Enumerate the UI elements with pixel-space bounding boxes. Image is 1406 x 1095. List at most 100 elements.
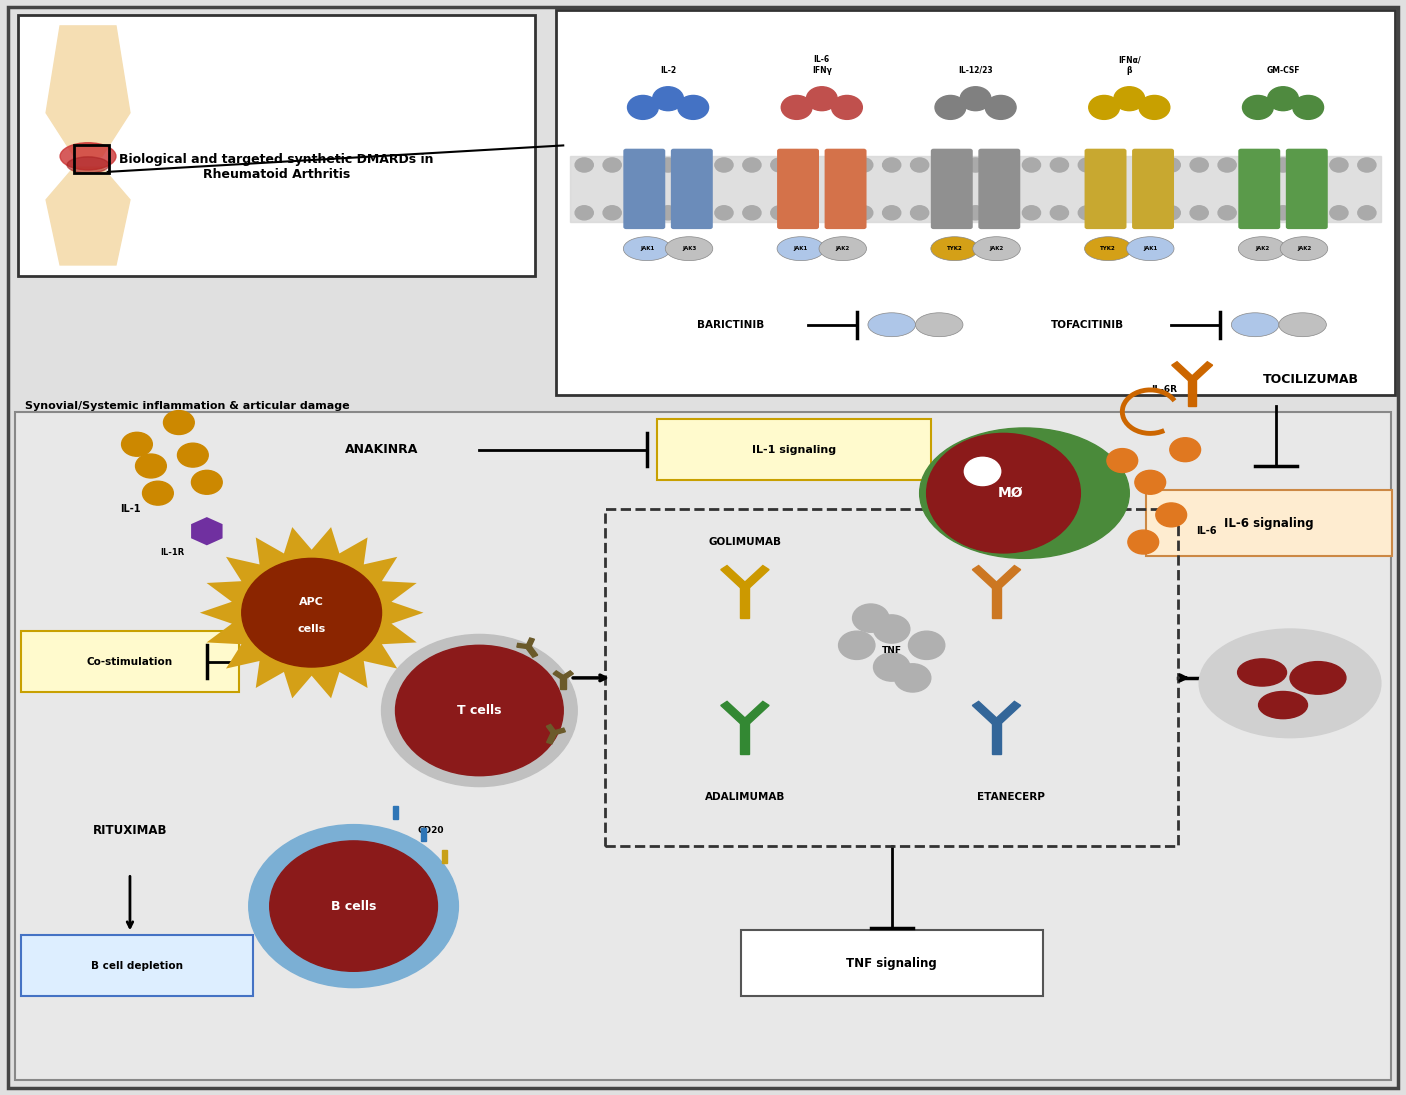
Text: CD20: CD20 xyxy=(418,826,444,834)
FancyArrow shape xyxy=(993,587,1001,619)
Circle shape xyxy=(1274,158,1292,172)
Text: IL-6
IFNγ: IL-6 IFNγ xyxy=(811,56,832,74)
FancyArrow shape xyxy=(561,671,574,679)
Text: Co-stimulation: Co-stimulation xyxy=(87,657,173,667)
Circle shape xyxy=(1246,158,1264,172)
Ellipse shape xyxy=(868,313,915,336)
Circle shape xyxy=(799,206,817,220)
Text: TOCILIZUMAB: TOCILIZUMAB xyxy=(1263,372,1360,385)
Circle shape xyxy=(908,631,945,659)
Text: B cells: B cells xyxy=(330,900,377,912)
Circle shape xyxy=(994,206,1012,220)
FancyArrow shape xyxy=(547,733,557,744)
Circle shape xyxy=(1218,158,1236,172)
Text: APC: APC xyxy=(299,597,325,607)
Circle shape xyxy=(135,454,166,477)
Bar xyxy=(75,146,110,173)
Text: TNF signaling: TNF signaling xyxy=(846,957,936,970)
Circle shape xyxy=(807,87,837,111)
Text: GOLIMUMAB: GOLIMUMAB xyxy=(709,537,782,548)
Circle shape xyxy=(1189,158,1208,172)
Bar xyxy=(605,509,1178,846)
Circle shape xyxy=(939,206,956,220)
Circle shape xyxy=(242,558,381,667)
Circle shape xyxy=(1078,158,1097,172)
Circle shape xyxy=(1135,158,1153,172)
FancyArrow shape xyxy=(1189,361,1212,382)
Ellipse shape xyxy=(1279,313,1326,336)
Circle shape xyxy=(1139,95,1170,119)
FancyArrow shape xyxy=(420,828,426,841)
Circle shape xyxy=(1170,438,1201,462)
Circle shape xyxy=(1050,158,1069,172)
Text: IL-6: IL-6 xyxy=(1197,527,1216,537)
Text: JAK2: JAK2 xyxy=(1256,246,1270,251)
Polygon shape xyxy=(191,517,222,545)
Circle shape xyxy=(966,158,984,172)
FancyArrow shape xyxy=(441,850,447,863)
Circle shape xyxy=(827,206,845,220)
Text: IL-6R: IL-6R xyxy=(1152,385,1177,394)
Text: JAK2: JAK2 xyxy=(990,246,1004,251)
FancyArrow shape xyxy=(561,678,567,689)
Text: JAK1: JAK1 xyxy=(1249,322,1263,327)
Circle shape xyxy=(1114,87,1144,111)
FancyBboxPatch shape xyxy=(1239,149,1281,229)
FancyArrow shape xyxy=(973,565,1000,589)
FancyBboxPatch shape xyxy=(1146,489,1392,556)
FancyBboxPatch shape xyxy=(623,149,665,229)
Circle shape xyxy=(873,615,910,643)
Text: JAK3: JAK3 xyxy=(1295,322,1310,327)
FancyArrow shape xyxy=(526,638,534,647)
Circle shape xyxy=(659,158,678,172)
FancyBboxPatch shape xyxy=(824,149,866,229)
Text: cells: cells xyxy=(298,624,326,634)
Circle shape xyxy=(163,411,194,435)
Text: TOFACITINIB: TOFACITINIB xyxy=(1050,320,1123,330)
Text: ETANECERP: ETANECERP xyxy=(977,793,1045,803)
FancyBboxPatch shape xyxy=(21,935,253,996)
Circle shape xyxy=(927,434,1080,553)
Circle shape xyxy=(894,664,931,692)
Circle shape xyxy=(1302,206,1320,220)
Circle shape xyxy=(883,158,901,172)
Ellipse shape xyxy=(1239,237,1286,261)
FancyArrow shape xyxy=(994,565,1021,589)
FancyArrow shape xyxy=(721,702,748,725)
Ellipse shape xyxy=(1084,237,1132,261)
Text: JAK2: JAK2 xyxy=(835,246,849,251)
Circle shape xyxy=(1107,158,1125,172)
FancyBboxPatch shape xyxy=(741,930,1043,996)
Circle shape xyxy=(395,645,564,775)
Circle shape xyxy=(939,158,956,172)
Circle shape xyxy=(1189,206,1208,220)
Ellipse shape xyxy=(1199,629,1381,738)
Circle shape xyxy=(994,158,1012,172)
Circle shape xyxy=(1156,503,1187,527)
Text: JAK3: JAK3 xyxy=(682,246,696,251)
Ellipse shape xyxy=(778,237,824,261)
Ellipse shape xyxy=(1126,237,1174,261)
Polygon shape xyxy=(46,168,129,265)
FancyArrow shape xyxy=(526,646,537,657)
FancyArrow shape xyxy=(742,565,769,589)
Text: Synovial/Systemic inflammation & articular damage: Synovial/Systemic inflammation & articul… xyxy=(25,401,350,412)
FancyArrow shape xyxy=(1188,380,1197,406)
Circle shape xyxy=(627,95,658,119)
Circle shape xyxy=(142,481,173,505)
Circle shape xyxy=(883,206,901,220)
Text: T cells: T cells xyxy=(457,704,502,717)
Circle shape xyxy=(191,471,222,494)
Circle shape xyxy=(1088,95,1119,119)
Circle shape xyxy=(603,158,621,172)
Text: TYK2: TYK2 xyxy=(1101,246,1116,251)
FancyArrow shape xyxy=(741,723,749,754)
FancyArrow shape xyxy=(721,565,748,589)
FancyArrow shape xyxy=(517,644,529,648)
Circle shape xyxy=(1330,158,1348,172)
Ellipse shape xyxy=(67,157,110,173)
Circle shape xyxy=(575,206,593,220)
Circle shape xyxy=(799,158,817,172)
Circle shape xyxy=(1128,530,1159,554)
Text: TNF: TNF xyxy=(882,646,901,655)
